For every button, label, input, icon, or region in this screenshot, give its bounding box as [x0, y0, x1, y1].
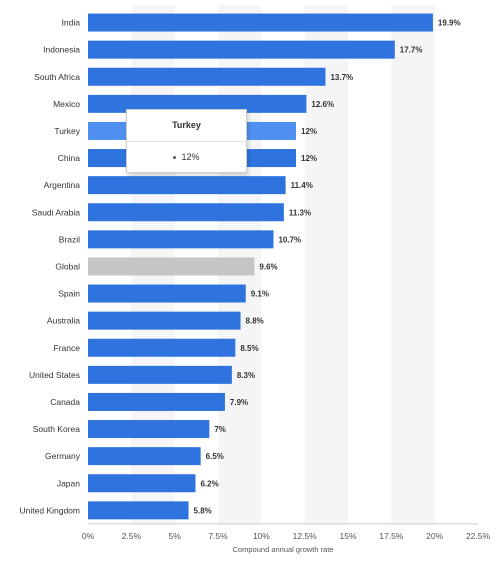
- data-label: 9.6%: [259, 262, 277, 271]
- data-label: 6.2%: [200, 479, 218, 488]
- tick-label: 5%: [169, 531, 182, 541]
- bar[interactable]: [88, 40, 395, 59]
- bar[interactable]: [88, 365, 232, 384]
- x-axis-ticks: 0% 2.5% 5% 7.5% 10% 12.5% 15% 17.5% 20% 22.5%: [82, 531, 491, 541]
- grid-band: [304, 5, 348, 524]
- data-label: 5.8%: [194, 506, 212, 515]
- data-label: 12%: [301, 127, 317, 136]
- bar[interactable]: [88, 13, 433, 32]
- bar[interactable]: [88, 257, 255, 276]
- bar[interactable]: [88, 311, 241, 330]
- tick-label: 7.5%: [208, 531, 228, 541]
- grid-band: [391, 5, 435, 524]
- tooltip-value: 12%: [181, 152, 200, 162]
- tooltip: Turkey 12%: [126, 109, 247, 173]
- tooltip-title: Turkey: [127, 110, 246, 142]
- category-label: China: [58, 153, 80, 163]
- data-label: 17.7%: [400, 46, 423, 55]
- bar[interactable]: [88, 67, 326, 86]
- bar[interactable]: [88, 392, 225, 411]
- category-label: Germany: [45, 451, 81, 461]
- x-axis-label: Compound annual growth rate: [233, 545, 334, 554]
- tick-label: 15%: [339, 531, 356, 541]
- tick-label: 10%: [253, 531, 270, 541]
- bar[interactable]: [88, 284, 246, 303]
- tooltip-value-row: 12%: [127, 142, 246, 172]
- tick-label: 12.5%: [293, 531, 318, 541]
- data-label: 12.6%: [311, 100, 334, 109]
- bullet-icon: [173, 156, 177, 160]
- value-labels: 19.9% 17.7% 13.7% 12.6% 12% 12% 11.4% 11.3% 10.7…: [194, 19, 461, 516]
- category-label: Brazil: [59, 234, 80, 244]
- category-label: India: [62, 18, 81, 28]
- data-label: 8.8%: [246, 317, 264, 326]
- data-label: 19.9%: [438, 19, 461, 28]
- category-labels: India Indonesia South Africa Mexico Turkey Ch…: [20, 18, 81, 516]
- category-label: Saudi Arabia: [32, 207, 80, 217]
- data-label: 10.7%: [278, 235, 301, 244]
- data-label: 8.3%: [237, 371, 255, 380]
- tick-label: 17.5%: [379, 531, 404, 541]
- category-label: Australia: [47, 316, 80, 326]
- category-label: Mexico: [53, 99, 80, 109]
- data-label: 13.7%: [330, 73, 353, 82]
- data-label: 11.4%: [291, 181, 313, 190]
- data-label: 8.5%: [240, 344, 258, 353]
- category-label: France: [54, 343, 81, 353]
- bar[interactable]: [88, 501, 189, 520]
- category-label: United Kingdom: [20, 505, 80, 515]
- bar[interactable]: [88, 94, 307, 113]
- category-label: South Africa: [34, 72, 80, 82]
- category-label: Spain: [58, 289, 80, 299]
- data-label: 6.5%: [206, 452, 224, 461]
- category-label: United States: [29, 370, 80, 380]
- data-label: 9.1%: [251, 290, 269, 299]
- tick-label: 2.5%: [122, 531, 142, 541]
- bar[interactable]: [88, 474, 196, 493]
- bar[interactable]: [88, 420, 210, 439]
- category-label: Japan: [57, 478, 80, 488]
- category-label: Global: [55, 261, 80, 271]
- bar[interactable]: [88, 230, 274, 249]
- category-label: Turkey: [54, 126, 80, 136]
- category-label: South Korea: [33, 424, 81, 434]
- category-label: Argentina: [44, 180, 81, 190]
- bar[interactable]: [88, 447, 201, 466]
- tick-label: 0%: [82, 531, 95, 541]
- data-label: 12%: [301, 154, 317, 163]
- bar[interactable]: [88, 176, 286, 195]
- data-label: 11.3%: [289, 208, 311, 217]
- bar[interactable]: [88, 338, 236, 357]
- category-label: Indonesia: [43, 45, 80, 55]
- tick-label: 20%: [426, 531, 443, 541]
- tick-label: 22.5%: [466, 531, 491, 541]
- category-label: Canada: [50, 397, 80, 407]
- data-label: 7.9%: [230, 398, 248, 407]
- bar[interactable]: [88, 203, 284, 222]
- data-label: 7%: [214, 425, 226, 434]
